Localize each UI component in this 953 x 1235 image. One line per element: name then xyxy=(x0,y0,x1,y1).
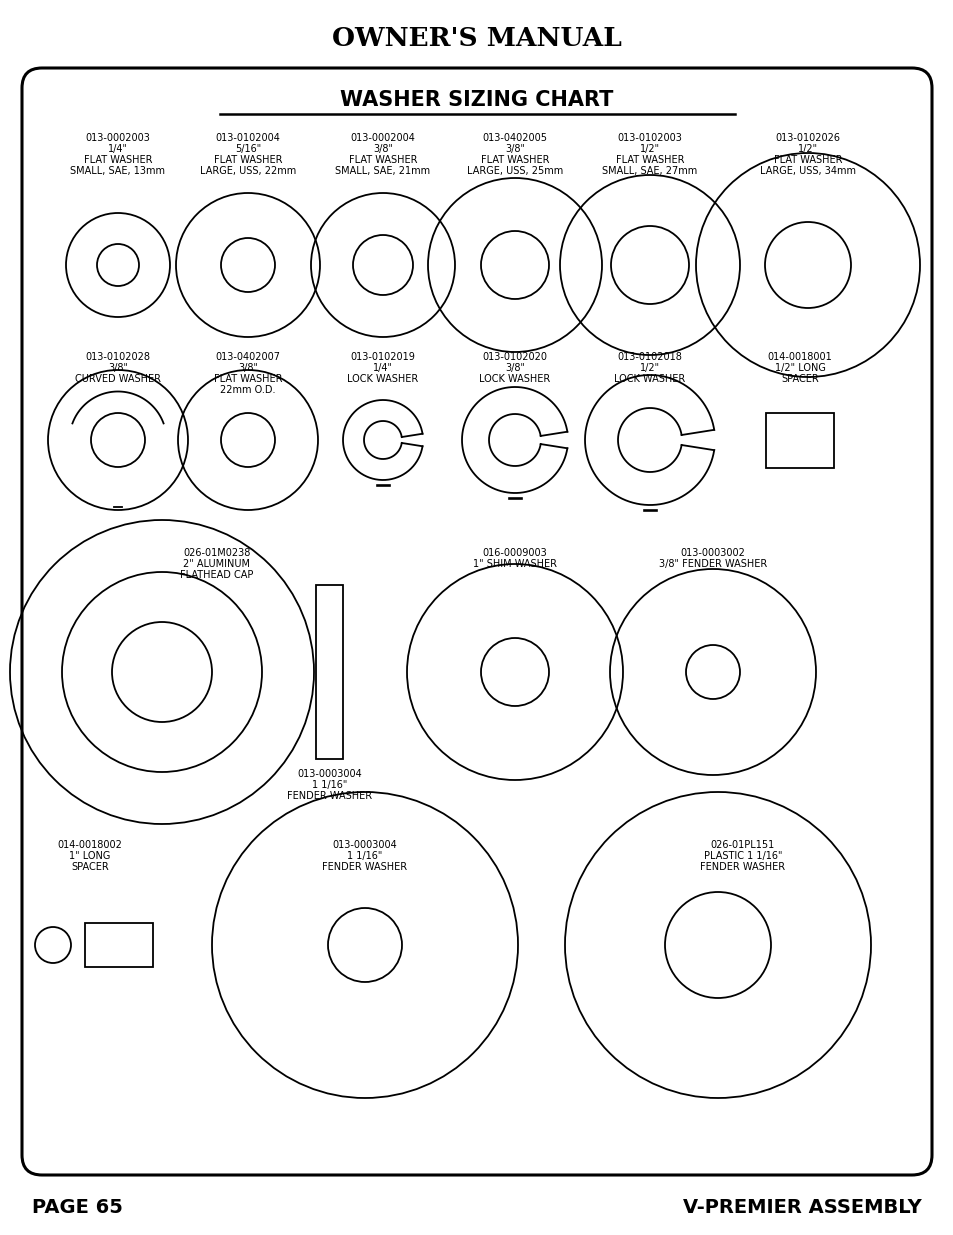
Text: LOCK WASHER: LOCK WASHER xyxy=(478,374,550,384)
Text: CURVED WASHER: CURVED WASHER xyxy=(75,374,161,384)
Text: FLAT WASHER: FLAT WASHER xyxy=(349,156,416,165)
Text: 014-0018001: 014-0018001 xyxy=(767,352,832,362)
Text: FLAT WASHER: FLAT WASHER xyxy=(615,156,683,165)
Text: 013-0102020: 013-0102020 xyxy=(482,352,547,362)
Text: WASHER SIZING CHART: WASHER SIZING CHART xyxy=(340,90,613,110)
Text: 013-0102003: 013-0102003 xyxy=(617,133,681,143)
Text: 013-0003004: 013-0003004 xyxy=(333,840,397,850)
Text: SPACER: SPACER xyxy=(71,862,109,872)
Text: 013-0402007: 013-0402007 xyxy=(215,352,280,362)
Text: LOCK WASHER: LOCK WASHER xyxy=(347,374,418,384)
Text: 2" ALUMINUM: 2" ALUMINUM xyxy=(183,559,251,569)
Text: 5/16": 5/16" xyxy=(234,144,261,154)
Text: 3/8": 3/8" xyxy=(237,363,257,373)
Text: 3/8" FENDER WASHER: 3/8" FENDER WASHER xyxy=(659,559,766,569)
FancyBboxPatch shape xyxy=(22,68,931,1174)
Text: 3/8": 3/8" xyxy=(373,144,393,154)
Text: 014-0018002: 014-0018002 xyxy=(57,840,122,850)
Text: FLAT WASHER: FLAT WASHER xyxy=(213,374,282,384)
Text: 22mm O.D.: 22mm O.D. xyxy=(220,385,275,395)
Text: 1/4": 1/4" xyxy=(373,363,393,373)
Text: 013-0102018: 013-0102018 xyxy=(617,352,681,362)
Text: 013-0102028: 013-0102028 xyxy=(86,352,151,362)
Text: 016-0009003: 016-0009003 xyxy=(482,548,547,558)
Text: 013-0402005: 013-0402005 xyxy=(482,133,547,143)
Text: 013-0003002: 013-0003002 xyxy=(679,548,744,558)
Text: FENDER WASHER: FENDER WASHER xyxy=(287,792,373,802)
Text: SMALL, SAE, 21mm: SMALL, SAE, 21mm xyxy=(335,165,430,177)
Text: FENDER WASHER: FENDER WASHER xyxy=(700,862,784,872)
Text: 013-0102019: 013-0102019 xyxy=(350,352,415,362)
Text: V-PREMIER ASSEMBLY: V-PREMIER ASSEMBLY xyxy=(682,1198,921,1218)
Text: SMALL, SAE, 13mm: SMALL, SAE, 13mm xyxy=(71,165,165,177)
Text: 1/2": 1/2" xyxy=(797,144,818,154)
Text: PAGE 65: PAGE 65 xyxy=(32,1198,123,1218)
Text: 3/8": 3/8" xyxy=(504,363,524,373)
Text: FLAT WASHER: FLAT WASHER xyxy=(773,156,841,165)
Text: FENDER WASHER: FENDER WASHER xyxy=(322,862,407,872)
Text: LARGE, USS, 34mm: LARGE, USS, 34mm xyxy=(760,165,855,177)
Text: 3/8": 3/8" xyxy=(108,363,128,373)
Text: 1 1/16": 1 1/16" xyxy=(347,851,382,861)
Text: LOCK WASHER: LOCK WASHER xyxy=(614,374,685,384)
Text: 013-0003004: 013-0003004 xyxy=(297,769,362,779)
Text: 1" LONG: 1" LONG xyxy=(70,851,111,861)
Text: 026-01M0238: 026-01M0238 xyxy=(183,548,251,558)
Text: 013-0102026: 013-0102026 xyxy=(775,133,840,143)
Text: LARGE, USS, 22mm: LARGE, USS, 22mm xyxy=(200,165,295,177)
Text: 026-01PL151: 026-01PL151 xyxy=(710,840,774,850)
Text: 1/2" LONG: 1/2" LONG xyxy=(774,363,824,373)
Bar xyxy=(316,584,343,760)
Text: FLATHEAD CAP: FLATHEAD CAP xyxy=(180,571,253,580)
Bar xyxy=(85,923,152,967)
Text: 013-0102004: 013-0102004 xyxy=(215,133,280,143)
Text: PLASTIC 1 1/16": PLASTIC 1 1/16" xyxy=(703,851,781,861)
Text: 1 1/16": 1 1/16" xyxy=(312,781,347,790)
Text: 1" SHIM WASHER: 1" SHIM WASHER xyxy=(473,559,557,569)
Bar xyxy=(765,412,833,468)
Text: LARGE, USS, 25mm: LARGE, USS, 25mm xyxy=(466,165,562,177)
Text: 1/4": 1/4" xyxy=(108,144,128,154)
Text: 1/2": 1/2" xyxy=(639,144,659,154)
Text: 013-0002004: 013-0002004 xyxy=(350,133,415,143)
Text: 3/8": 3/8" xyxy=(504,144,524,154)
Text: FLAT WASHER: FLAT WASHER xyxy=(213,156,282,165)
Text: FLAT WASHER: FLAT WASHER xyxy=(480,156,549,165)
Text: 1/2": 1/2" xyxy=(639,363,659,373)
Text: 013-0002003: 013-0002003 xyxy=(86,133,151,143)
Text: FLAT WASHER: FLAT WASHER xyxy=(84,156,152,165)
Text: SMALL, SAE, 27mm: SMALL, SAE, 27mm xyxy=(601,165,697,177)
Text: SPACER: SPACER xyxy=(781,374,818,384)
Text: OWNER'S MANUAL: OWNER'S MANUAL xyxy=(332,26,621,51)
